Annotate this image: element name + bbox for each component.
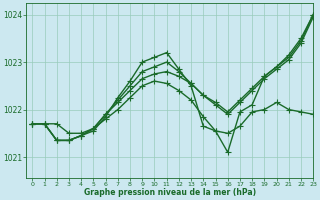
X-axis label: Graphe pression niveau de la mer (hPa): Graphe pression niveau de la mer (hPa)	[84, 188, 256, 197]
